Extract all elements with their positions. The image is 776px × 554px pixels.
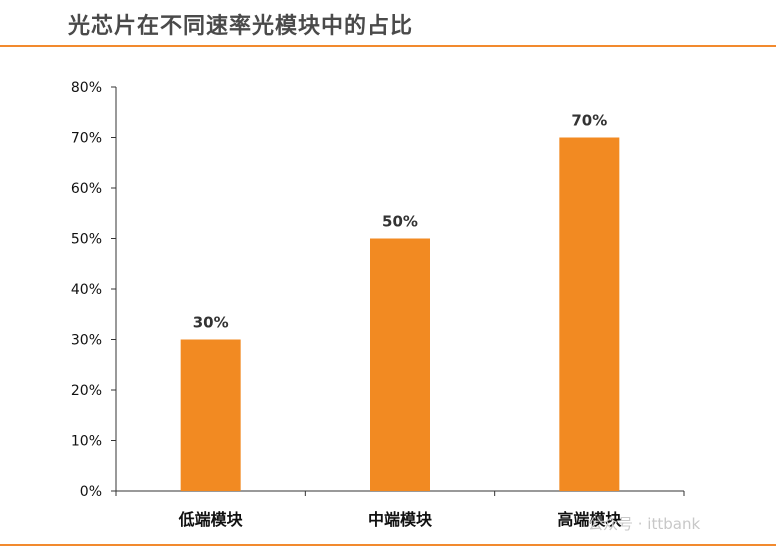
bottom-divider	[0, 544, 776, 546]
data-label: 50%	[382, 213, 418, 231]
data-label: 30%	[193, 314, 229, 332]
watermark-text: 公众号 · ittbank	[588, 515, 701, 533]
y-tick-label: 80%	[71, 80, 102, 96]
y-tick-label: 70%	[71, 131, 102, 147]
page-title: 光芯片在不同速率光模块中的占比	[68, 14, 414, 39]
y-tick-label: 50%	[71, 232, 102, 248]
y-tick-label: 10%	[71, 434, 102, 450]
data-label: 70%	[571, 112, 607, 130]
y-tick-label: 60%	[71, 181, 102, 197]
bar	[180, 339, 241, 491]
x-tick-label: 高端模块	[557, 510, 622, 529]
y-tick-label: 30%	[71, 333, 102, 349]
y-tick-label: 40%	[71, 282, 102, 298]
title-divider	[0, 45, 776, 47]
y-tick-label: 20%	[71, 383, 102, 399]
bar	[370, 238, 430, 491]
x-tick-label: 中端模块	[368, 510, 433, 529]
x-tick-label: 低端模块	[178, 510, 244, 529]
y-tick-label: 0%	[80, 484, 102, 500]
bar	[559, 137, 620, 491]
